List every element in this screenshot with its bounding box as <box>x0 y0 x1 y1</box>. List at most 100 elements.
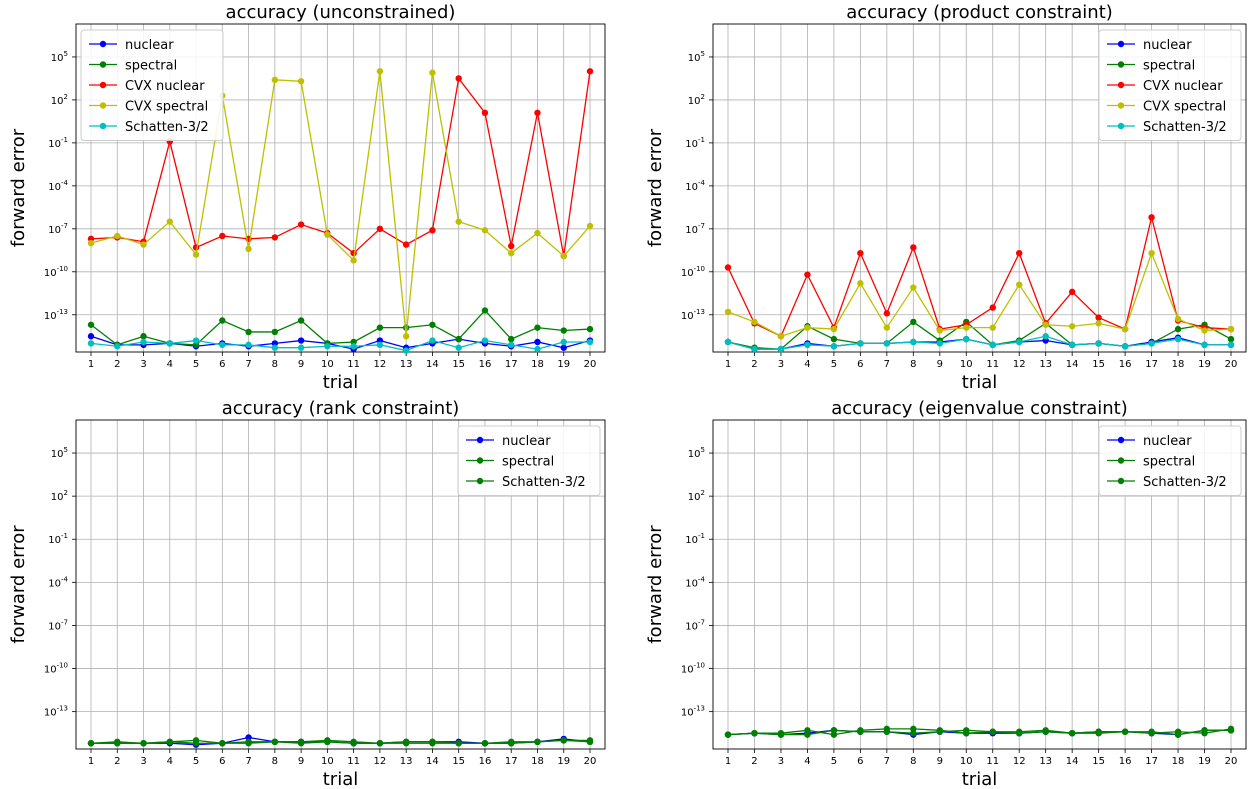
x-tick-label: 11 <box>986 359 999 370</box>
data-point <box>534 738 541 746</box>
data-point <box>534 338 541 346</box>
data-point <box>1068 323 1076 330</box>
data-point <box>114 740 121 747</box>
data-point <box>883 340 891 347</box>
data-point <box>297 738 305 746</box>
data-point <box>324 737 331 744</box>
data-point <box>508 341 515 349</box>
plot-frame <box>712 419 1247 750</box>
data-point <box>455 740 462 747</box>
data-point <box>804 341 811 349</box>
data-point <box>455 75 462 82</box>
legend-item: spectral <box>1107 59 1195 74</box>
legend-label: spectral <box>1143 59 1195 74</box>
y-tick-label: 10-13 <box>44 705 68 719</box>
legend-item: CVX spectral <box>89 100 208 115</box>
series-schatten-3-2 <box>87 737 594 747</box>
x-tick-label: 15 <box>1092 756 1105 767</box>
data-point <box>376 740 384 747</box>
data-point <box>297 78 305 85</box>
series-cvx-spectral <box>724 249 1235 340</box>
legend-label: Schatten-3/2 <box>1143 475 1227 490</box>
plot-frame <box>712 23 1247 353</box>
legend-marker <box>99 61 107 68</box>
x-tick-label: 10 <box>960 359 973 370</box>
data-point <box>192 251 200 258</box>
data-point <box>830 731 838 738</box>
data-point <box>1148 214 1155 221</box>
x-tick-label: 12 <box>374 359 387 370</box>
x-tick-label: 18 <box>531 756 544 767</box>
data-point <box>883 310 891 317</box>
data-point <box>87 239 95 247</box>
data-point <box>1174 315 1182 323</box>
x-tick-label: 6 <box>857 359 863 370</box>
data-point <box>1042 333 1049 340</box>
data-point <box>936 340 943 347</box>
x-tick-label: 15 <box>1092 359 1105 370</box>
y-tick-label: 102 <box>51 489 68 503</box>
data-point <box>560 252 567 260</box>
data-point <box>751 318 758 326</box>
data-point <box>140 338 147 346</box>
data-point <box>455 344 462 351</box>
legend-label: nuclear <box>502 434 551 449</box>
data-point <box>297 221 305 228</box>
series-line <box>91 739 591 744</box>
x-tick-label: 7 <box>245 359 251 370</box>
data-point <box>508 335 515 343</box>
legend-marker <box>476 477 484 485</box>
series-line <box>90 309 591 346</box>
data-point <box>910 244 917 251</box>
x-tick-label: 10 <box>321 359 334 370</box>
data-point <box>402 738 410 746</box>
x-tick-label: 20 <box>584 359 597 370</box>
legend-item: CVX nuclear <box>89 79 205 94</box>
x-tick-label: 20 <box>1225 359 1238 370</box>
chart-panel-1: 1 2 3 4 5 6 7 8 9 10 11 12 13 14 15 16 17 18 19 2010-1310-1… <box>8 2 606 393</box>
data-point <box>857 280 864 287</box>
legend-marker <box>99 102 107 109</box>
y-tick-label: 10-10 <box>44 662 68 676</box>
data-point <box>910 338 917 346</box>
data-point <box>963 335 970 343</box>
data-point <box>271 738 279 746</box>
x-tick-label: 3 <box>140 756 146 767</box>
data-point <box>857 340 864 347</box>
legend: nuclear spectral Schatten-3/2 <box>1098 425 1242 496</box>
y-tick-label: 10-10 <box>44 265 68 279</box>
data-point <box>376 341 384 349</box>
data-point <box>114 232 121 240</box>
x-tick-label: 4 <box>804 359 810 370</box>
data-point <box>192 244 200 251</box>
legend-marker <box>1117 61 1125 68</box>
data-point <box>1016 728 1023 735</box>
legend: nuclear spectral CVX nuclear CVX spectral Sc… <box>80 29 224 141</box>
y-tick-label: 10-4 <box>48 179 68 193</box>
data-point <box>724 264 732 271</box>
x-tick-label: 13 <box>1039 756 1052 767</box>
data-point <box>534 345 541 353</box>
data-point <box>140 241 147 248</box>
y-tick-label: 102 <box>51 93 68 107</box>
data-point <box>1042 321 1049 328</box>
x-axis-label: trial <box>323 769 359 789</box>
data-point <box>777 333 785 340</box>
data-point <box>455 218 462 225</box>
data-point <box>1148 729 1155 737</box>
legend-marker <box>1117 102 1125 109</box>
legend-box <box>1098 425 1242 496</box>
data-point <box>376 225 384 233</box>
data-point <box>804 727 811 734</box>
x-tick-label: 11 <box>347 359 360 370</box>
data-point <box>910 284 917 291</box>
data-point <box>963 729 970 737</box>
x-tick-label: 9 <box>937 756 943 767</box>
data-point <box>1227 725 1235 733</box>
data-point <box>989 341 996 349</box>
x-tick-label: 18 <box>1172 756 1185 767</box>
x-tick-label: 12 <box>1013 756 1026 767</box>
y-tick-label: 10-7 <box>685 618 705 632</box>
y-tick-label: 102 <box>688 93 705 107</box>
